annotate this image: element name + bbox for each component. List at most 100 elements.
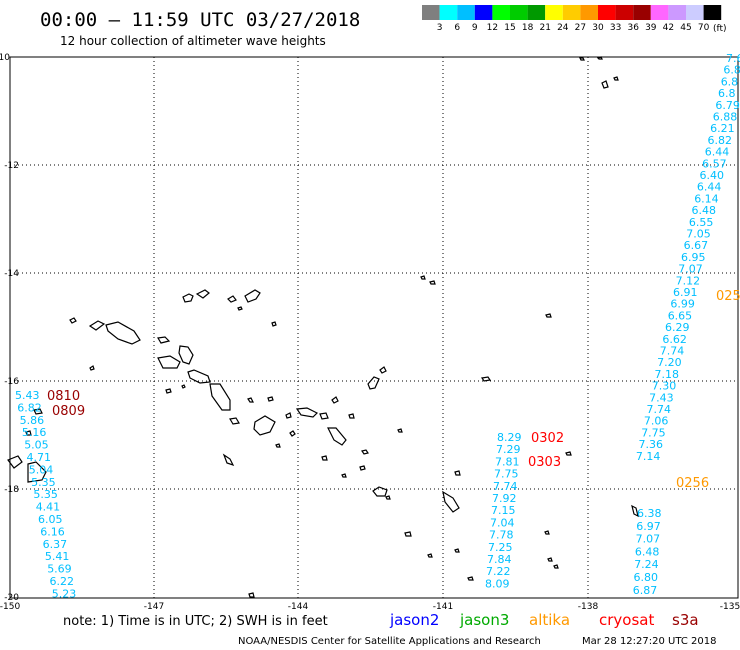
wave-height-value: 6.48 bbox=[635, 545, 660, 558]
scale-swatch bbox=[598, 5, 616, 20]
pass-time-label: 0256 bbox=[676, 476, 709, 491]
wave-height-value: 6.99 bbox=[670, 298, 695, 311]
scale-swatch bbox=[668, 5, 686, 20]
wave-height-value: 7.05 bbox=[686, 228, 711, 241]
scale-swatch bbox=[439, 5, 458, 20]
wave-height-value: 5.86 bbox=[20, 414, 44, 427]
scale-swatch bbox=[527, 5, 546, 20]
wave-height-value: 7.30 bbox=[652, 380, 677, 393]
latitude-labels: -10 -12 -14 -16 -18 -20 bbox=[0, 53, 19, 603]
satellite-jason3: jason3 bbox=[459, 611, 509, 629]
island-outlines bbox=[7, 56, 639, 598]
scale-label: 70 bbox=[698, 23, 710, 33]
wave-height-value: 6.44 bbox=[697, 181, 722, 194]
scale-swatch bbox=[457, 5, 475, 20]
scale-swatch bbox=[650, 5, 669, 20]
wave-height-value: 7.20 bbox=[657, 356, 682, 369]
wave-height-value: 7.29 bbox=[496, 443, 521, 456]
satellite-jason2: jason2 bbox=[389, 611, 439, 629]
scale-swatch bbox=[580, 5, 598, 20]
wave-height-value: 5.35 bbox=[31, 476, 55, 489]
scale-label: 27 bbox=[575, 23, 586, 33]
wave-height-value: 7.36 bbox=[639, 438, 664, 451]
wave-height-value: 7.14 bbox=[636, 450, 661, 463]
wave-height-value: 7.22 bbox=[486, 565, 511, 578]
wave-height-value: 7.81 bbox=[495, 455, 520, 468]
wave-height-value: 5.35 bbox=[33, 488, 58, 501]
lat-label: -12 bbox=[4, 161, 19, 171]
wave-height-value: 7.18 bbox=[655, 368, 680, 381]
scale-swatch bbox=[703, 5, 722, 20]
wave-height-value: 6.16 bbox=[40, 525, 65, 538]
wave-height-value: 7.25 bbox=[488, 541, 513, 554]
wave-height-value: 6.62 bbox=[662, 333, 687, 346]
pass-time-labels: 0810 0809 0302 0303 025 0256 bbox=[47, 289, 740, 491]
wave-height-value: 5.16 bbox=[22, 426, 47, 439]
wave-height-value: 6.40 bbox=[700, 169, 725, 182]
wave-height-value: 5.43 bbox=[15, 389, 40, 402]
lon-label: -144 bbox=[288, 602, 309, 612]
wave-height-value: 6.65 bbox=[668, 309, 693, 322]
wave-height-color-scale: 3 6 9 12 15 18 21 24 27 30 33 36 39 42 45 70 bbox=[422, 5, 722, 33]
scale-label: 6 bbox=[454, 23, 460, 33]
lon-label: -138 bbox=[578, 602, 599, 612]
satellite-altika: altika bbox=[529, 611, 570, 629]
longitude-labels: -150 -147 -144 -141 -138 -135 bbox=[0, 602, 740, 612]
wave-height-value: 6.87 bbox=[633, 584, 658, 597]
pass-time-label: 025 bbox=[716, 289, 740, 304]
wave-height-value: 6.55 bbox=[689, 216, 714, 229]
scale-swatch bbox=[686, 5, 704, 20]
wave-height-value: 7.04 bbox=[490, 516, 515, 529]
wave-height-value: 7.07 bbox=[636, 533, 661, 546]
wave-height-value: 7.74 bbox=[493, 480, 518, 493]
wave-height-value: 6.82 bbox=[17, 401, 42, 414]
scale-swatch bbox=[633, 5, 651, 20]
wave-height-value: 7.74 bbox=[647, 403, 672, 416]
scale-label: 39 bbox=[645, 23, 657, 33]
wave-height-value: 6.95 bbox=[681, 251, 706, 264]
wave-height-value: 7.12 bbox=[676, 274, 701, 287]
wave-height-value: 7.15 bbox=[491, 504, 516, 517]
wave-height-value: 5.04 bbox=[29, 463, 54, 476]
wave-height-value: 5.05 bbox=[24, 439, 49, 452]
wave-height-value: 6.80 bbox=[634, 571, 659, 584]
wave-height-value: 7.78 bbox=[489, 529, 514, 542]
scale-swatch bbox=[545, 5, 563, 20]
wave-height-value: 7.74 bbox=[660, 345, 685, 358]
map-frame bbox=[9, 56, 739, 599]
scale-swatch bbox=[562, 5, 581, 20]
wave-height-value: 6.38 bbox=[637, 507, 662, 520]
scale-swatch bbox=[422, 5, 440, 20]
lat-label: -10 bbox=[0, 53, 10, 63]
scale-label: 9 bbox=[472, 23, 478, 33]
map-title: 00:00 – 11:59 UTC 03/27/2018 bbox=[40, 9, 360, 31]
wave-height-value: 6.67 bbox=[684, 239, 709, 252]
wave-height-value: 6.8 bbox=[718, 87, 736, 100]
wave-height-value: 5.69 bbox=[47, 563, 71, 576]
lat-lon-grid bbox=[10, 57, 738, 598]
wave-height-value: 7.43 bbox=[649, 391, 674, 404]
wave-height-value: 6.82 bbox=[708, 134, 733, 147]
scale-label: 18 bbox=[522, 23, 534, 33]
wave-height-value: 6.79 bbox=[715, 99, 740, 112]
wave-height-value: 6.21 bbox=[710, 122, 735, 135]
scale-unit-label: (ft) bbox=[713, 24, 727, 34]
wave-height-value: 6.37 bbox=[43, 538, 68, 551]
scale-label: 45 bbox=[680, 23, 691, 33]
wave-height-value: 6.29 bbox=[665, 321, 690, 334]
wave-height-value: 6.57 bbox=[702, 157, 727, 170]
lon-label: -141 bbox=[433, 602, 453, 612]
scale-label: 15 bbox=[504, 23, 515, 33]
lat-label: -14 bbox=[4, 269, 19, 279]
wave-height-value: 6.44 bbox=[705, 146, 730, 159]
wave-height-value: 6.88 bbox=[713, 111, 738, 124]
lat-label: -20 bbox=[4, 593, 19, 603]
scale-label: 21 bbox=[539, 23, 550, 33]
scale-swatch bbox=[615, 5, 634, 20]
map-subtitle: 12 hour collection of altimeter wave hei… bbox=[60, 34, 326, 48]
scale-label: 42 bbox=[663, 23, 674, 33]
wave-height-value: 7.24 bbox=[634, 558, 659, 571]
wave-height-value: 7.75 bbox=[494, 468, 519, 481]
wave-height-value: 8.09 bbox=[485, 577, 510, 590]
